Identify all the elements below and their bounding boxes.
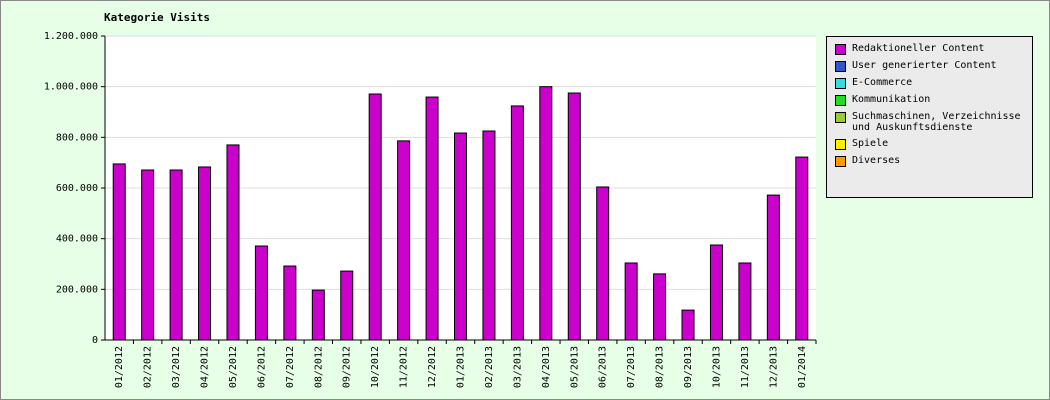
x-tick-label: 09/2012 [342,346,353,388]
x-tick-label: 07/2012 [285,346,296,388]
legend-label: Redaktioneller Content [852,43,985,54]
bar [709,244,723,341]
bar [169,169,183,341]
bar [510,105,524,341]
x-tick-label: 12/2012 [427,346,438,388]
bar [795,156,809,341]
bar [681,309,695,341]
legend-item: Redaktioneller Content [831,43,1028,55]
x-tick-label: 01/2013 [456,346,467,388]
legend-swatch [835,78,846,89]
bar [766,194,780,341]
legend-item: E-Commerce [831,77,1028,89]
bar [226,144,240,341]
bar [112,163,126,341]
legend-label: E-Commerce [852,77,913,88]
legend-label: Kommunikation [852,94,931,105]
x-tick-label: 10/2012 [370,346,381,388]
x-tick-label: 06/2013 [598,346,609,388]
legend-swatch [835,139,846,150]
legend-swatch [835,44,846,55]
x-tick-label: 07/2013 [626,346,637,388]
bar [198,166,212,341]
y-tick-label: 400.000 [56,234,98,245]
x-tick-label: 02/2012 [143,346,154,388]
legend-item: User generierter Content [831,60,1028,72]
x-tick-label: 08/2013 [655,346,666,388]
legend-label: Suchmaschinen, Verzeichnisse und Auskunf… [852,111,1021,133]
x-tick-label: 03/2013 [512,346,523,388]
y-tick-label: 0 [92,335,98,346]
y-tick-label: 200.000 [56,284,98,295]
x-tick-label: 01/2014 [797,346,808,388]
legend-label: Spiele [852,138,889,149]
x-tick-label: 05/2012 [228,346,239,388]
legend-swatch [835,112,846,123]
bar [567,92,581,341]
y-tick-label: 800.000 [56,132,98,143]
legend-item: Diverses [831,155,1028,167]
bar [738,262,752,341]
x-tick-label: 09/2013 [683,346,694,388]
bar [283,265,297,341]
bar [311,289,325,341]
bar [368,93,382,341]
legend-swatch [835,95,846,106]
bar [340,270,354,341]
x-tick-label: 11/2013 [740,346,751,388]
legend-swatch [835,61,846,72]
bar [141,169,155,341]
legend-item: Kommunikation [831,94,1028,106]
bar [482,130,496,341]
bar [653,273,667,341]
legend-item: Suchmaschinen, Verzeichnisse und Auskunf… [831,111,1028,133]
x-tick-label: 04/2013 [541,346,552,388]
x-tick-label: 08/2012 [313,346,324,388]
bar [596,186,610,341]
x-tick-label: 02/2013 [484,346,495,388]
x-tick-label: 11/2012 [399,346,410,388]
bar [539,86,553,341]
x-tick-label: 12/2013 [768,346,779,388]
x-tick-label: 03/2012 [171,346,182,388]
legend-label: User generierter Content [852,60,997,71]
y-tick-label: 1.200.000 [44,31,98,42]
legend: Redaktioneller Content User generierter C… [826,36,1033,198]
x-tick-label: 04/2012 [200,346,211,388]
legend-label: Diverses [852,155,901,166]
legend-item: Spiele [831,138,1028,150]
bar [425,96,439,341]
y-tick-label: 600.000 [56,183,98,194]
x-tick-label: 10/2013 [711,346,722,388]
legend-swatch [835,156,846,167]
bar [454,132,467,341]
bar [254,245,268,341]
bar [624,262,638,341]
x-tick-label: 05/2013 [569,346,580,388]
x-tick-label: 06/2012 [256,346,267,388]
bar [397,140,411,341]
y-tick-label: 1.000.000 [44,82,98,93]
x-tick-label: 01/2012 [114,346,125,388]
chart-title: Kategorie Visits [104,11,210,24]
